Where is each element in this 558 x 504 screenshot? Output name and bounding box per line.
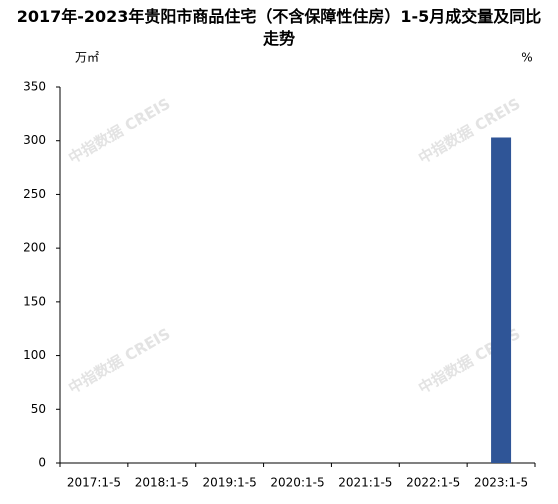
x-tick-label: 2022:1-5: [406, 476, 460, 490]
y-tick-label: 350: [23, 80, 46, 94]
watermark: 中指数据 CREIS: [65, 325, 173, 398]
x-tick-label: 2021:1-5: [338, 476, 392, 490]
bar: [491, 137, 512, 463]
y2-unit: %: [521, 51, 532, 65]
y-tick-label: 200: [23, 241, 46, 255]
y-tick-label: 300: [23, 133, 46, 147]
y-tick-label: 50: [31, 402, 46, 416]
y-tick-label: 150: [23, 294, 46, 308]
x-tick-label: 2018:1-5: [135, 476, 189, 490]
watermark: 中指数据 CREIS: [65, 95, 173, 168]
y-tick-label: 0: [38, 456, 46, 470]
y-unit: 万㎡: [75, 51, 99, 65]
y-tick-label: 250: [23, 187, 46, 201]
x-tick-label: 2023:1-5: [474, 476, 528, 490]
chart-title: 2017年-2023年贵阳市商品住宅（不含保障性住房）1-5月成交量及同比走势: [16, 7, 542, 48]
y-tick-label: 100: [23, 348, 46, 362]
x-tick-label: 2017:1-5: [67, 476, 121, 490]
x-tick-label: 2019:1-5: [203, 476, 257, 490]
x-tick-label: 2020:1-5: [270, 476, 324, 490]
